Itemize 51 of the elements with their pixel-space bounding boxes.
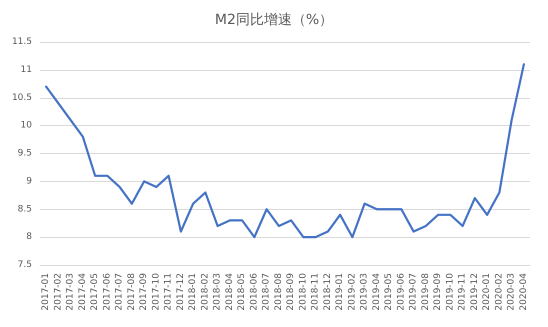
x-tick-label: 2017-04 <box>78 272 88 311</box>
x-tick-label: 2020-04 <box>518 272 529 311</box>
x-tick-label: 2020-02 <box>494 273 504 311</box>
x-tick-label: 2017-10 <box>151 272 162 311</box>
x-tick-label: 2017-01 <box>41 273 52 311</box>
x-tick-label: 2020-03 <box>506 273 517 311</box>
x-tick-label: 2019-10 <box>445 272 456 311</box>
x-tick-label: 2018-10 <box>298 272 308 311</box>
x-tick-label: 2018-07 <box>262 273 272 311</box>
x-tick-label: 2020-01 <box>482 273 492 311</box>
x-tick-label: 2019-06 <box>396 272 406 311</box>
x-tick-label: 2018-02 <box>200 273 210 311</box>
x-tick-label: 2017-08 <box>126 272 137 311</box>
x-tick-label: 2018-05 <box>237 273 248 311</box>
x-tick-label: 2017-11 <box>164 273 174 311</box>
x-tick-label: 2017-12 <box>176 273 186 311</box>
x-tick-label: 2018-12 <box>322 273 333 311</box>
x-tick-label: 2018-08 <box>274 272 284 311</box>
y-tick-label: 8 <box>26 232 32 242</box>
y-tick-label: 10.5 <box>12 92 32 103</box>
x-tick-label: 2017-06 <box>102 272 112 311</box>
x-tick-label: 2019-01 <box>335 273 346 311</box>
x-tick-label: 2019-05 <box>384 273 394 311</box>
y-tick-label: 10 <box>20 120 32 131</box>
x-tick-label: 2018-09 <box>286 272 296 311</box>
x-tick-label: 2018-03 <box>212 273 223 311</box>
x-tick-label: 2018-06 <box>249 272 260 311</box>
x-tick-label: 2019-03 <box>360 273 370 311</box>
x-tick-label: 2019-09 <box>433 272 444 311</box>
x-tick-label: 2019-08 <box>420 272 431 311</box>
y-tick-label: 7.5 <box>18 260 32 270</box>
y-tick-label: 9.5 <box>18 148 32 158</box>
x-tick-label: 2017-09 <box>139 272 150 311</box>
x-tick-label: 2018-01 <box>188 273 198 311</box>
y-tick-label: 8.5 <box>18 204 32 214</box>
x-tick-label: 2019-04 <box>372 272 382 311</box>
x-tick-label: 2017-07 <box>114 273 125 311</box>
x-tick-label: 2017-02 <box>53 273 64 311</box>
chart-title: M2同比增速（%） <box>214 12 334 28</box>
line-series <box>45 63 525 238</box>
x-tick-label: 2019-02 <box>347 273 358 311</box>
x-tick-label: 2019-07 <box>408 273 419 311</box>
x-tick-label: 2018-11 <box>310 273 321 311</box>
x-tick-label: 2017-03 <box>66 273 76 311</box>
x-tick-label: 2019-11 <box>458 273 468 311</box>
y-tick-label: 9 <box>26 176 32 186</box>
y-tick-label: 11.5 <box>12 37 32 47</box>
y-tick-label: 11 <box>20 64 32 75</box>
x-tick-label: 2017-05 <box>90 273 100 311</box>
x-tick-label: 2019-12 <box>470 273 480 311</box>
x-tick-label: 2018-04 <box>224 272 235 311</box>
